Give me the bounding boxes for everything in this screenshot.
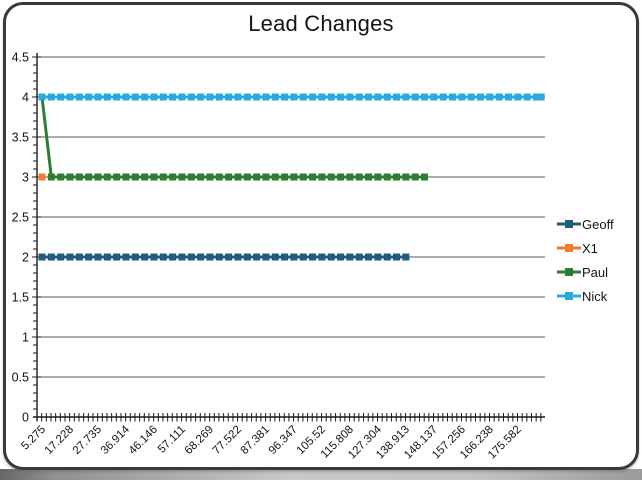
svg-text:3: 3 <box>22 171 29 185</box>
svg-text:3.5: 3.5 <box>12 131 29 145</box>
svg-text:0.5: 0.5 <box>12 371 29 385</box>
svg-text:87.381: 87.381 <box>239 424 272 457</box>
legend-marker-icon <box>557 268 581 276</box>
svg-text:46.146: 46.146 <box>127 424 160 457</box>
series-x1 <box>38 173 46 181</box>
series-paul <box>38 93 429 181</box>
legend-label: Nick <box>582 288 608 304</box>
window-bottom-strip <box>0 469 642 480</box>
legend-item-x1: X1 <box>557 236 614 260</box>
svg-text:36.914: 36.914 <box>99 423 133 457</box>
svg-text:57.111: 57.111 <box>156 424 188 456</box>
svg-text:4: 4 <box>22 91 29 105</box>
svg-text:1.5: 1.5 <box>12 291 29 305</box>
legend-item-paul: Paul <box>557 260 614 284</box>
svg-text:77.522: 77.522 <box>211 424 244 457</box>
svg-text:96.347: 96.347 <box>267 424 300 457</box>
svg-text:4.5: 4.5 <box>12 51 29 65</box>
series-geoff <box>38 253 410 261</box>
legend-marker-icon <box>557 292 581 300</box>
legend-marker-icon <box>557 244 581 252</box>
x-axis-labels: 5.27517.22827.73536.91446.14657.11168.26… <box>19 423 524 461</box>
chart-frame <box>3 2 639 470</box>
chart-title: Lead Changes <box>248 11 394 36</box>
legend-item-nick: Nick <box>557 284 614 308</box>
legend-label: Geoff <box>582 216 614 232</box>
series-nick <box>38 93 545 101</box>
legend-label: Paul <box>582 264 609 280</box>
axes <box>33 53 545 421</box>
svg-text:68.269: 68.269 <box>183 424 216 457</box>
svg-text:1: 1 <box>22 331 29 345</box>
tick-marks <box>32 56 542 422</box>
gridlines <box>37 56 545 378</box>
svg-text:17.228: 17.228 <box>43 424 76 457</box>
svg-text:0: 0 <box>22 411 29 425</box>
legend: Geoff X1 Paul Nick <box>557 212 614 308</box>
y-axis-labels: 0 0.5 1 1.5 2 2.5 3 3.5 4 4.5 <box>12 51 29 425</box>
svg-text:2.5: 2.5 <box>12 211 29 225</box>
svg-text:27.735: 27.735 <box>71 424 104 457</box>
legend-marker-icon <box>557 220 581 228</box>
svg-text:2: 2 <box>22 251 29 265</box>
legend-item-geoff: Geoff <box>557 212 614 236</box>
legend-label: X1 <box>582 240 598 256</box>
